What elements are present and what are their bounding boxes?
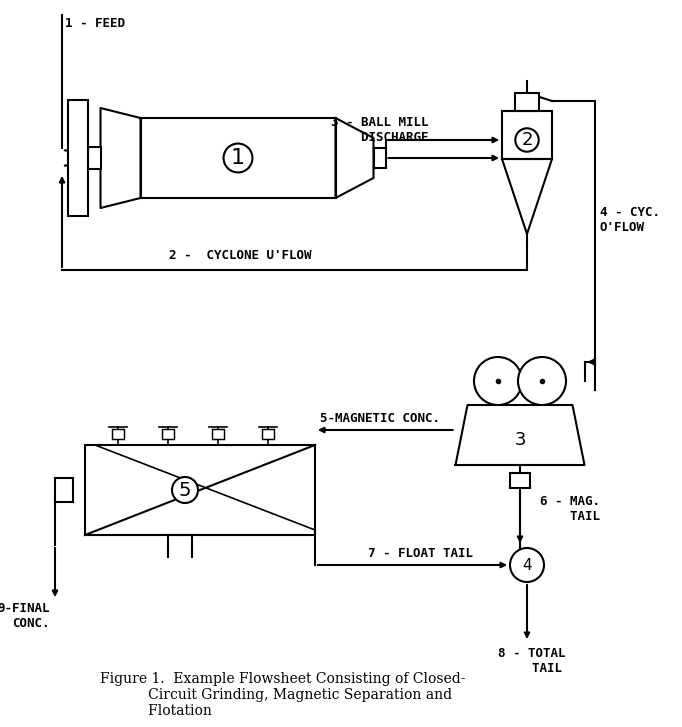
Circle shape [474,357,522,405]
Bar [502,111,552,159]
Polygon shape [502,159,552,234]
Text: Figure 1.  Example Flowsheet Consisting of Closed-
           Circuit Grinding, : Figure 1. Example Flowsheet Consisting o… [100,672,466,718]
Bar [515,93,539,111]
Text: 1 - FEED: 1 - FEED [65,17,125,30]
Bar [510,473,530,488]
Text: 1: 1 [231,148,245,168]
Circle shape [510,548,544,582]
Bar [112,429,124,439]
Text: 3 - BALL MILL
    DISCHARGE: 3 - BALL MILL DISCHARGE [331,116,429,144]
Polygon shape [456,405,584,465]
Bar [85,445,315,535]
Circle shape [518,357,566,405]
Polygon shape [336,118,374,198]
Text: 4 - CYC.
O'FLOW: 4 - CYC. O'FLOW [600,206,660,234]
Bar [262,429,274,439]
Bar [162,429,174,439]
Polygon shape [100,108,140,208]
Text: 5-MAGNETIC CONC.: 5-MAGNETIC CONC. [320,412,440,425]
Text: 7 - FLOAT TAIL: 7 - FLOAT TAIL [368,547,473,560]
Text: 4: 4 [522,558,532,572]
Bar [55,478,73,502]
Text: 2 -  CYCLONE U'FLOW: 2 - CYCLONE U'FLOW [168,249,311,262]
Text: 9-FINAL
CONC.: 9-FINAL CONC. [0,602,50,630]
Bar [374,148,385,168]
Bar [87,147,100,169]
Bar [140,118,336,198]
Bar [68,100,87,216]
Text: 3: 3 [514,431,526,449]
Text: 6 - MAG.
    TAIL: 6 - MAG. TAIL [540,495,600,523]
Text: 5: 5 [179,481,191,499]
Text: 8 - TOTAL
    TAIL: 8 - TOTAL TAIL [499,647,566,675]
Bar [212,429,224,439]
Text: 2: 2 [521,131,533,149]
